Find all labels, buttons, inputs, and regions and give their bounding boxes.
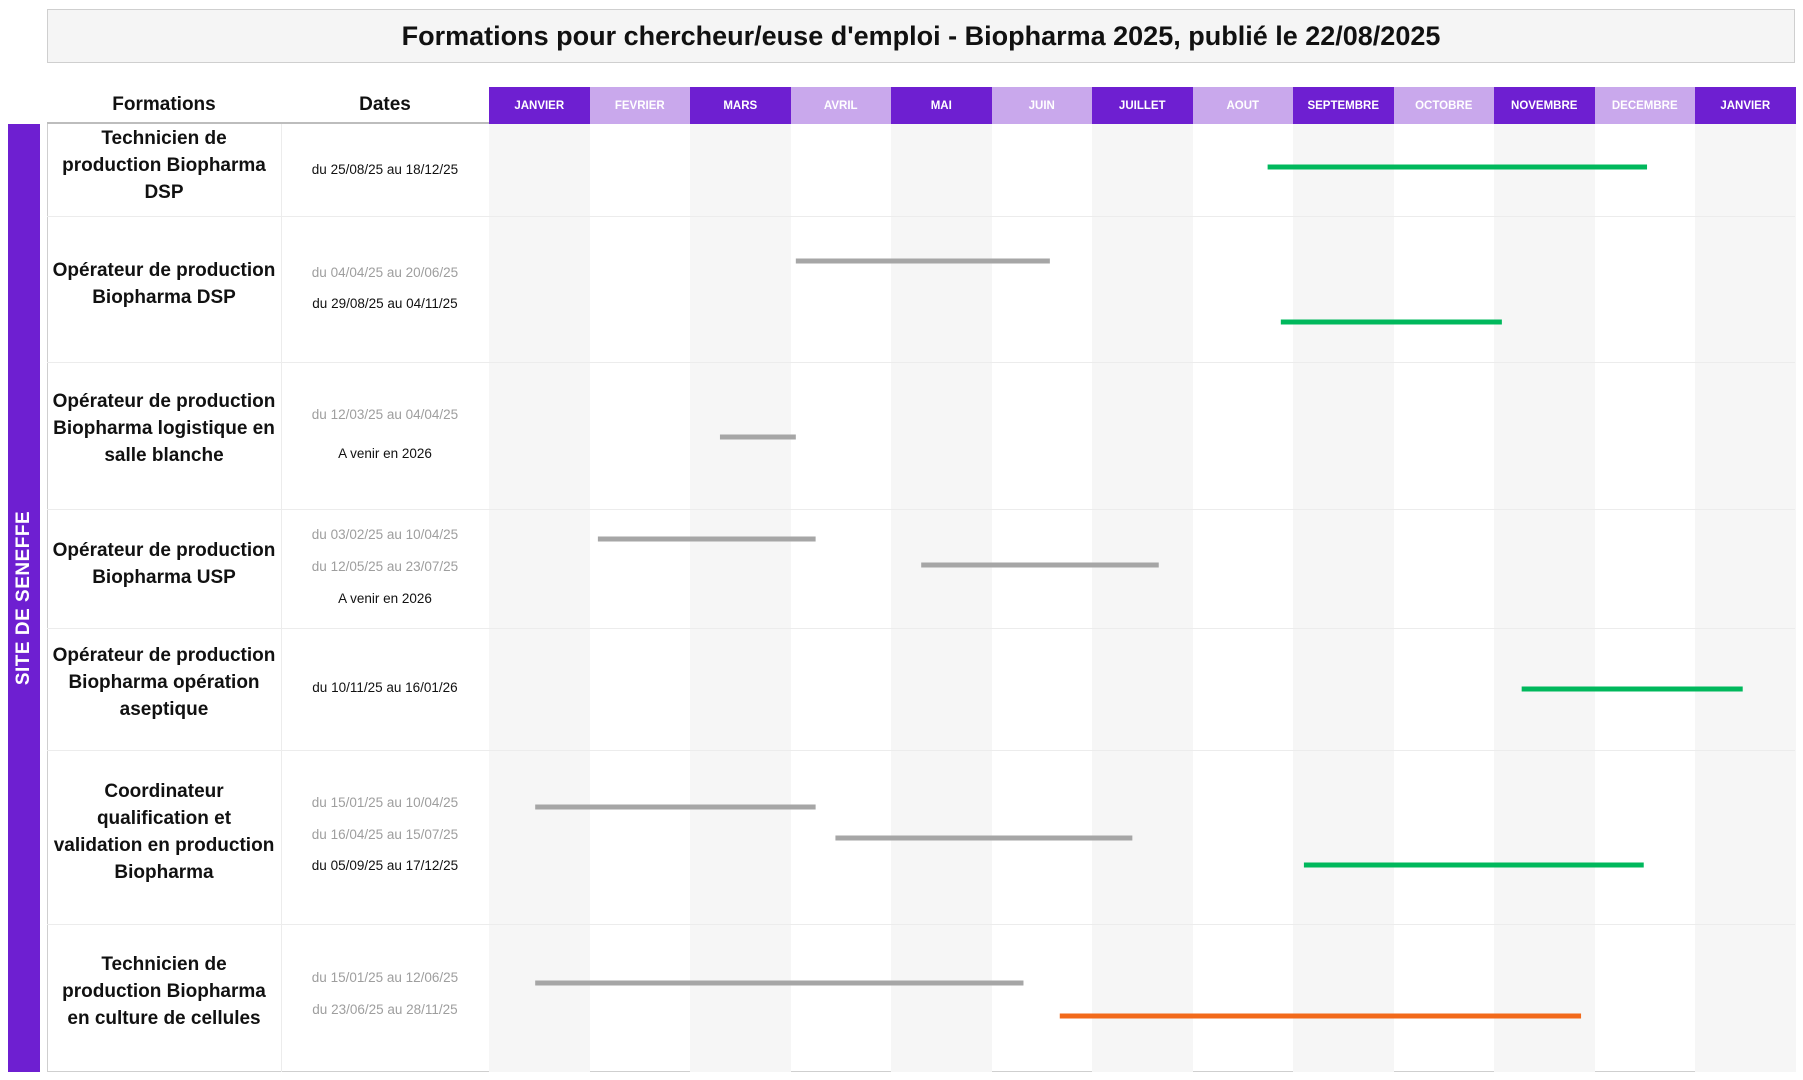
- row-separator: [47, 216, 1795, 217]
- month-header: MAI: [891, 87, 992, 124]
- month-column-shade: [1695, 124, 1796, 1072]
- formation-name: Opérateur de production Biopharma opérat…: [52, 644, 276, 720]
- row-separator: [47, 362, 1795, 363]
- session-dates: du 23/06/25 au 28/11/25: [312, 1002, 458, 1017]
- month-header: DECEMBRE: [1594, 87, 1695, 124]
- formation-name: Opérateur de production Biopharma DSP: [52, 260, 276, 308]
- session-dates: du 12/03/25 au 04/04/25: [311, 407, 459, 422]
- row-separator: [47, 750, 1795, 751]
- formations-header: Formations: [47, 87, 281, 124]
- chart-title: Formations pour chercheur/euse d'emploi …: [47, 9, 1795, 63]
- month-header: FEVRIER: [589, 87, 690, 124]
- dates-header: Dates: [281, 87, 489, 124]
- session-dates: du 25/08/25 au 18/12/25: [311, 162, 459, 177]
- session-dates: du 10/11/25 au 16/01/26: [312, 680, 458, 695]
- month-header: AVRIL: [790, 87, 891, 124]
- formation-name: Coordinateur qualification et validation…: [53, 781, 275, 883]
- session-dates: du 05/09/25 au 17/12/25: [311, 858, 459, 873]
- session-dates: du 15/01/25 au 10/04/25: [311, 795, 459, 810]
- session-dates: du 12/05/25 au 23/07/25: [311, 559, 459, 574]
- row-separator: [47, 628, 1795, 629]
- month-header: NOVEMBRE: [1494, 87, 1595, 124]
- month-header: AOUT: [1192, 87, 1293, 124]
- session-note: A venir en 2026: [338, 446, 432, 461]
- month-header: JANVIER: [1695, 87, 1796, 124]
- session-dates: du 29/08/25 au 04/11/25: [312, 296, 458, 311]
- month-column-shade: [891, 124, 992, 1072]
- session-dates: du 04/04/25 au 20/06/25: [311, 265, 459, 280]
- month-header: MARS: [690, 87, 791, 124]
- month-header: OCTOBRE: [1393, 87, 1494, 124]
- month-column-shade: [1092, 124, 1193, 1072]
- row-separator: [47, 509, 1795, 510]
- formation-name: Technicien de production Biopharma en cu…: [62, 953, 266, 1029]
- session-dates: du 15/01/25 au 12/06/25: [311, 970, 459, 985]
- month-column-shade: [489, 124, 590, 1072]
- session-dates: du 16/04/25 au 15/07/25: [311, 827, 459, 842]
- month-column-shade: [1494, 124, 1595, 1072]
- site-label-band: SITE DE SENEFFE: [8, 124, 40, 1072]
- month-column-shade: [1293, 124, 1394, 1072]
- month-column-shade: [690, 124, 791, 1072]
- formation-name: Opérateur de production Biopharma USP: [52, 539, 276, 588]
- session-note: A venir en 2026: [338, 591, 432, 606]
- formation-name: Technicien de production Biopharma DSP: [62, 127, 266, 203]
- dates-column-separator: [281, 124, 282, 1072]
- month-header: JUIN: [991, 87, 1092, 124]
- formation-name: Opérateur de production Biopharma logist…: [52, 391, 276, 466]
- row-separator: [47, 924, 1795, 925]
- month-header: JANVIER: [489, 87, 590, 124]
- month-header: JUILLET: [1092, 87, 1193, 124]
- month-header: SEPTEMBRE: [1293, 87, 1394, 124]
- session-dates: du 03/02/25 au 10/04/25: [311, 527, 459, 542]
